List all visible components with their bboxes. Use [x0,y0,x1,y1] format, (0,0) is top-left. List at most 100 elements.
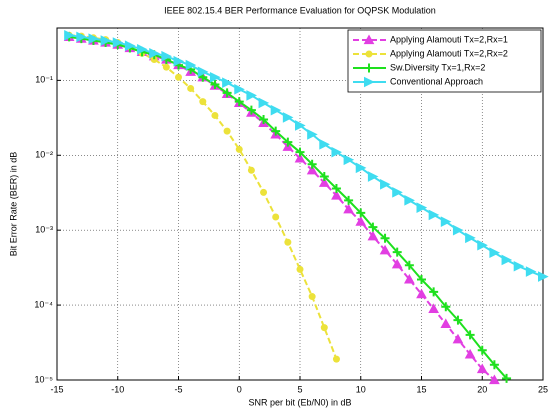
plot-frame [56,27,544,381]
marker [416,288,427,299]
marker [489,247,501,259]
legend-label: Conventional Approach [390,76,483,86]
marker [234,83,245,95]
y-axis-label: Bit Error Rate (BER) in dB [8,152,18,257]
marker [364,76,375,88]
marker [319,172,329,182]
marker [428,209,440,221]
marker [295,120,306,131]
marker [209,71,221,83]
marker [416,202,428,213]
marker [210,80,220,90]
marker [452,333,464,344]
x-tick-label: 5 [297,384,302,394]
y-tick-label: 10⁻² [35,150,53,160]
marker [199,98,207,106]
marker [355,162,367,174]
marker [343,154,355,166]
marker [308,293,316,301]
marker [380,178,391,190]
marker [185,59,197,71]
marker [64,29,75,41]
marker [417,274,426,284]
marker [476,363,488,374]
y-tick-label: 10⁻⁴ [34,299,53,309]
marker [465,330,475,340]
marker [271,126,281,136]
marker [502,373,512,383]
marker [260,188,268,196]
series-line [69,34,544,278]
marker [429,287,439,297]
marker [489,360,499,370]
marker [211,111,219,119]
marker [538,271,549,282]
marker [404,260,414,270]
marker [307,159,317,169]
marker [441,302,451,312]
marker [440,216,452,227]
x-tick-label: -15 [50,384,63,394]
marker [331,190,342,200]
chart-title: IEEE 802.15.4 BER Performance Evaluation… [164,5,436,15]
marker [284,238,292,246]
marker [112,37,124,48]
marker [222,88,232,98]
x-tick-label: 15 [416,384,426,394]
marker [477,239,488,251]
marker [222,77,233,89]
x-tick-label: 25 [538,384,548,394]
x-tick-label: 10 [356,384,366,394]
marker [404,195,415,206]
marker [318,177,330,187]
marker [247,166,255,174]
marker [320,324,328,332]
marker [235,145,243,153]
marker [453,315,463,325]
x-axis-label: SNR per bit (Eb/N0) in dB [248,397,351,407]
marker [150,55,158,63]
marker [513,260,525,272]
marker [465,232,476,244]
marker [440,318,452,329]
marker [282,112,294,123]
marker [283,137,293,147]
marker [149,47,160,59]
marker [452,224,464,236]
marker [162,63,170,71]
marker [100,35,112,46]
marker [124,40,136,52]
marker [187,84,195,92]
marker [331,146,343,158]
marker [246,105,256,115]
x-tick-label: 0 [237,384,242,394]
marker [368,222,378,232]
marker [380,233,390,243]
marker [294,152,306,163]
marker [367,230,379,241]
marker [343,203,354,214]
marker [356,208,366,218]
marker [246,90,258,101]
marker [404,273,415,284]
marker [88,33,100,44]
marker [364,63,374,73]
x-tick-label: -10 [111,384,124,394]
marker [306,164,318,175]
marker [173,55,185,67]
marker [332,355,340,363]
marker [331,184,341,194]
y-tick-label: 10⁻³ [35,225,53,235]
marker [501,254,513,266]
marker [477,345,487,355]
marker [258,97,270,109]
marker [270,104,282,116]
marker [355,216,367,226]
marker [319,139,330,150]
marker [365,50,373,58]
marker [223,127,231,135]
marker [295,147,305,157]
marker [392,187,403,198]
